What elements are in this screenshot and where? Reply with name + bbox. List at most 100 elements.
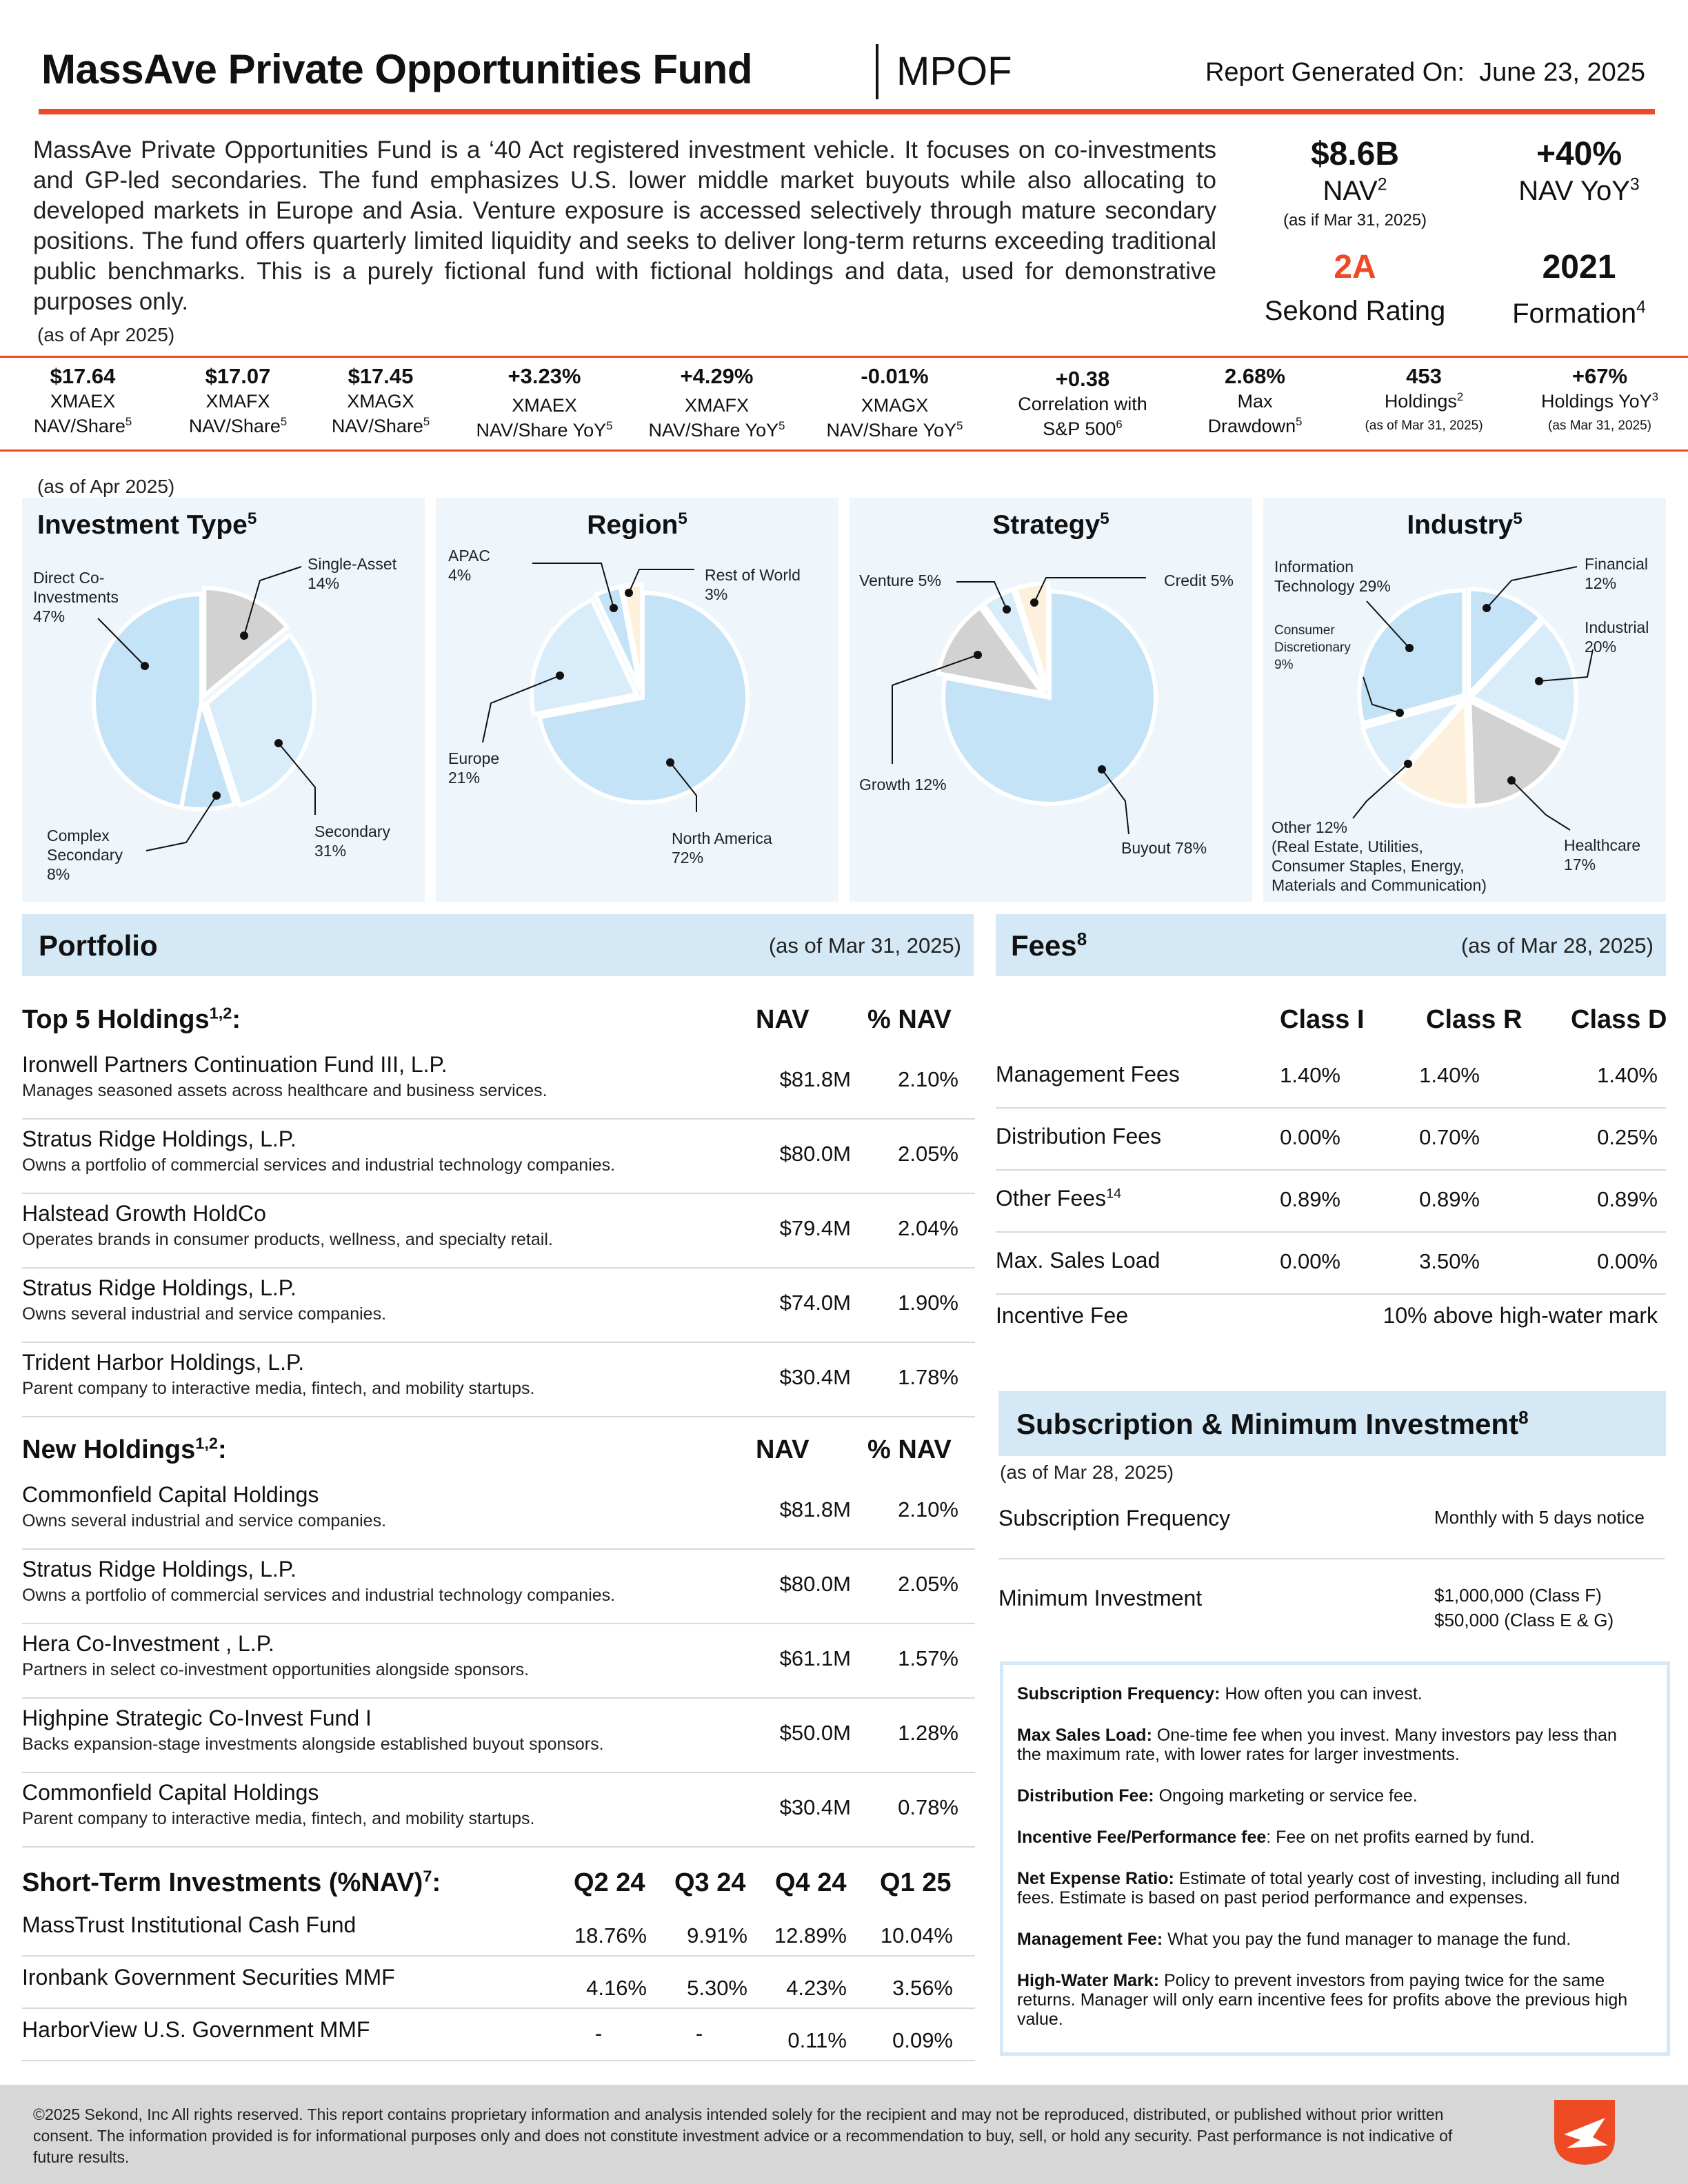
top-holdings-title: Top 5 Holdings1,2: <box>22 1004 241 1034</box>
pie-slice-direct-co-investments <box>92 592 203 810</box>
label-other: Other 12% (Real Estate, Utilities, Consume… <box>1272 818 1487 895</box>
fee-value: 1.40% <box>1280 1063 1340 1087</box>
fees-title: Fees <box>1011 929 1077 962</box>
short-term-sup: 7 <box>423 1867 432 1885</box>
label-north-america: North America 72% <box>672 829 772 867</box>
label-line: Consumer <box>1274 623 1335 638</box>
glossary-high-water-mark: High-Water Mark: Policy to prevent inves… <box>1017 1971 1645 2029</box>
label-line: 14% <box>308 574 340 592</box>
minimum-investment-value: $1,000,000 (Class F) $50,000 (Class E & … <box>1434 1583 1614 1632</box>
stat-line2: NAV/Share <box>331 416 423 436</box>
new-holdings-title: New Holdings1,2: <box>22 1434 227 1464</box>
stat-sup: 5 <box>423 415 430 428</box>
label-line: Direct Co- <box>33 569 105 587</box>
stat-line1: XMAGX <box>347 391 414 412</box>
label-growth: Growth 12% <box>859 776 947 793</box>
fee-value: 0.70% <box>1419 1125 1480 1149</box>
label-line: Consumer Staples, Energy, <box>1272 857 1465 875</box>
short-term-name: MassTrust Institutional Cash Fund <box>22 1912 356 1937</box>
title-separator <box>876 44 878 99</box>
holding-pct-nav: 1.57% <box>898 1646 958 1670</box>
allocation-as-of: (as of Apr 2025) <box>37 476 175 497</box>
strategy-pie <box>892 577 1158 835</box>
fees-header: Fees8 (as of Mar 28, 2025) <box>996 914 1666 976</box>
holding-nav: $61.1M <box>779 1646 851 1670</box>
label-secondary: Secondary 31% <box>314 822 390 860</box>
stat-small: (as of Mar 31, 2025) <box>1365 418 1483 433</box>
kpi-formation-sup: 4 <box>1636 298 1646 317</box>
footer-disclaimer: ©2025 Sekond, Inc All rights reserved. T… <box>33 2105 1453 2166</box>
fee-value: 3.50% <box>1419 1249 1480 1273</box>
glossary-def: Ongoing marketing or service fee. <box>1158 1786 1418 1806</box>
stat-value: +3.23% <box>508 364 581 388</box>
holding-nav: $74.0M <box>779 1291 851 1315</box>
fee-row: Management Fees 1.40% 1.40% 1.40% <box>996 1046 1666 1109</box>
label-line: 20% <box>1585 638 1617 656</box>
label-line: Secondary <box>47 846 123 864</box>
fees-as-of: (as of Mar 28, 2025) <box>1460 933 1654 958</box>
kpi-nav-sup: 2 <box>1377 175 1387 194</box>
glossary-def: How often you can invest. <box>1225 1684 1423 1703</box>
holding-nav: $30.4M <box>779 1795 851 1819</box>
stat-line1: XMAGX <box>861 395 929 416</box>
pie-slice-financial <box>1467 587 1545 699</box>
minimum-investment-class-eg: $50,000 (Class E & G) <box>1434 1610 1614 1630</box>
pie-slice-credit <box>1012 581 1051 691</box>
stat-line2: S&P 500 <box>1043 418 1116 439</box>
fee-label: Other Fees14 <box>996 1186 1121 1211</box>
glossary-box: Subscription Frequency: How often you ca… <box>1000 1661 1670 2056</box>
kpi-rating: 2A Sekond Rating <box>1227 248 1483 327</box>
fee-row: Distribution Fees 0.00% 0.70% 0.25% <box>996 1109 1666 1171</box>
stat-sup: 5 <box>1296 415 1303 428</box>
kpi-nav-yoy-sup: 3 <box>1629 175 1640 194</box>
holding-name: Halstead Growth HoldCo <box>22 1201 266 1226</box>
chart-title: Strategy <box>992 510 1101 540</box>
holding-description: Parent company to interactive media, fin… <box>22 1809 535 1828</box>
stat-line1: Correlation with <box>1018 394 1147 414</box>
holding-description: Parent company to interactive media, fin… <box>22 1379 535 1398</box>
label-line: Healthcare <box>1564 836 1641 854</box>
report-date-value: June 23, 2025 <box>1479 58 1645 87</box>
holding-name: Stratus Ridge Holdings, L.P. <box>22 1126 297 1151</box>
fees-table: Management Fees 1.40% 1.40% 1.40% Distributi… <box>996 1046 1666 1295</box>
pie-slice-buyout <box>941 589 1158 806</box>
investment-type-pie <box>92 566 316 851</box>
portfolio-as-of: (as of Mar 31, 2025) <box>768 933 961 958</box>
glossary-term: Incentive Fee/Performance fee <box>1017 1828 1267 1847</box>
label-line: Single-Asset <box>308 555 397 573</box>
fee-label-sup: 14 <box>1106 1186 1122 1202</box>
panel-investment-type: Investment Type5 Direct Co- Investments 47… <box>22 498 425 902</box>
stat-max-drawdown: 2.68% Max Drawdown5 <box>1186 364 1324 438</box>
holding-description: Owns several industrial and service comp… <box>22 1511 387 1530</box>
col-class-d: Class D <box>1571 1005 1667 1034</box>
holding-nav: $80.0M <box>779 1142 851 1166</box>
label-line: 9% <box>1274 658 1294 672</box>
holding-row: Trident Harbor Holdings, L.P. Parent comp… <box>22 1343 975 1417</box>
stat-line2: NAV/Share YoY <box>648 420 779 441</box>
sekond-logo-icon <box>1554 2100 1615 2165</box>
pie-slices <box>530 583 750 805</box>
new-holdings-title-text: New Holdings <box>22 1435 196 1464</box>
stat-sup: 5 <box>956 419 963 432</box>
pie-slice-healthcare <box>1467 698 1567 809</box>
glossary-subscription-frequency: Subscription Frequency: How often you ca… <box>1017 1684 1645 1703</box>
label-line: 3% <box>705 585 728 603</box>
holding-name: Commonfield Capital Holdings <box>22 1780 319 1805</box>
subscription-sup: 8 <box>1518 1407 1529 1428</box>
stat-line1: XMAEX <box>50 391 116 412</box>
chart-title: Industry <box>1407 510 1514 540</box>
stat-line2: NAV/Share <box>188 416 281 436</box>
holding-description: Backs expansion-stage investments alongs… <box>22 1735 604 1754</box>
short-term-title-text: Short-Term Investments (%NAV) <box>22 1868 423 1897</box>
holding-nav: $79.4M <box>779 1216 851 1240</box>
stat-value: -0.01% <box>861 364 929 388</box>
stat-sup: 5 <box>778 419 785 432</box>
holding-pct-nav: 1.78% <box>898 1365 958 1389</box>
label-information-technology: Information Technology 29% <box>1274 557 1391 596</box>
footer: ©2025 Sekond, Inc All rights reserved. T… <box>0 2085 1688 2184</box>
label-rest-of-world: Rest of World 3% <box>705 565 801 604</box>
kpi-rating-value: 2A <box>1334 249 1376 285</box>
label-line: Europe <box>448 749 500 767</box>
glossary-max-sales-load: Max Sales Load: One-time fee when you in… <box>1017 1726 1645 1764</box>
col-pct-nav: % NAV <box>867 1005 952 1034</box>
